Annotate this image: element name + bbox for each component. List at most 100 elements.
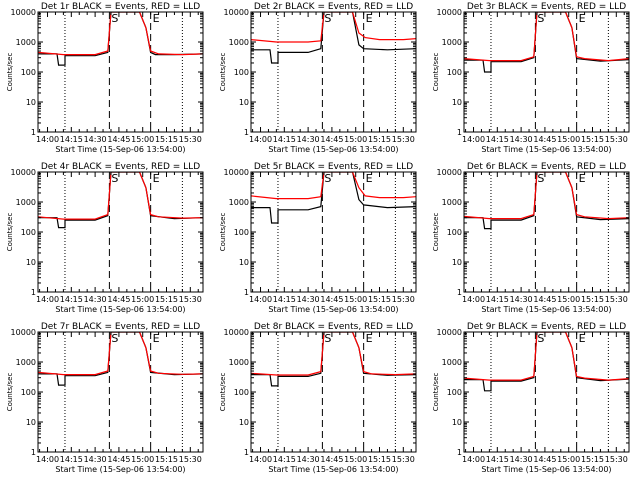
y-tick-label: 1000: [16, 38, 36, 47]
y-tick-label: 100: [447, 388, 462, 397]
panel-title: Det 5r BLACK = Events, RED = LLD: [254, 162, 413, 172]
y-tick-label: 1: [244, 288, 249, 297]
series-line-events: [38, 172, 203, 229]
panel-title: Det 9r BLACK = Events, RED = LLD: [467, 322, 626, 332]
x-tick-label: 15:15: [368, 455, 391, 464]
y-axis-label: Counts/sec: [432, 213, 440, 252]
x-tick-label: 14:00: [36, 455, 59, 464]
y-tick-label: 10000: [437, 8, 462, 17]
marker-letter-e: E: [153, 332, 160, 345]
x-tick-label: 15:15: [155, 295, 178, 304]
x-axis-label: Start Time (15-Sep-06 13:54:00): [55, 465, 185, 474]
x-tick-label: 14:45: [320, 135, 343, 144]
marker-letter-s: S: [324, 12, 331, 25]
marker-letter-e: E: [579, 12, 586, 25]
axes-frame: [37, 331, 204, 453]
marker-letter-s: S: [111, 12, 118, 25]
y-tick-label: 1: [457, 288, 462, 297]
y-axis-label: Counts/sec: [6, 53, 14, 92]
axes-frame: [463, 331, 630, 453]
marker-letter-s: S: [537, 332, 544, 345]
series-line-lld: [251, 12, 416, 43]
plot-area: [464, 12, 629, 132]
plot-area: [38, 332, 203, 452]
x-tick-label: 14:15: [273, 455, 296, 464]
x-axis-label: Start Time (15-Sep-06 13:54:00): [55, 305, 185, 314]
y-tick-label: 10000: [224, 328, 249, 337]
y-tick-label: 100: [21, 228, 36, 237]
x-axis-label: Start Time (15-Sep-06 13:54:00): [55, 145, 185, 154]
y-tick-label: 10: [452, 258, 462, 267]
x-axis-label: Start Time (15-Sep-06 13:54:00): [268, 305, 398, 314]
y-tick-label: 1000: [442, 198, 462, 207]
marker-letter-e: E: [153, 12, 160, 25]
y-tick-label: 100: [234, 68, 249, 77]
x-tick-label: 14:45: [320, 455, 343, 464]
series-line-lld: [464, 172, 629, 220]
marker-letter-e: E: [366, 332, 373, 345]
x-tick-label: 14:45: [107, 295, 130, 304]
series-line-lld: [38, 12, 203, 56]
x-tick-label: 15:15: [581, 455, 604, 464]
plot-area: [38, 172, 203, 292]
x-axis-label: Start Time (15-Sep-06 13:54:00): [268, 145, 398, 154]
plot-area: [251, 12, 416, 132]
y-tick-label: 100: [234, 228, 249, 237]
x-tick-label: 14:15: [60, 455, 83, 464]
x-tick-label: 14:15: [273, 295, 296, 304]
y-tick-label: 1: [31, 448, 36, 457]
marker-letter-s: S: [111, 332, 118, 345]
x-tick-label: 15:15: [368, 135, 391, 144]
y-tick-label: 100: [21, 68, 36, 77]
y-tick-label: 10000: [224, 8, 249, 17]
x-tick-label: 14:45: [533, 455, 556, 464]
x-tick-label: 14:00: [462, 455, 485, 464]
series-line-lld: [38, 332, 203, 376]
plot-area: [251, 172, 416, 292]
series-line-events: [464, 172, 629, 230]
series-line-events: [38, 332, 203, 386]
x-tick-label: 14:45: [533, 135, 556, 144]
panel-title: Det 7r BLACK = Events, RED = LLD: [41, 322, 200, 332]
series-line-events: [251, 332, 416, 387]
x-tick-label: 14:00: [36, 135, 59, 144]
y-tick-label: 10000: [11, 8, 36, 17]
marker-letter-s: S: [111, 172, 118, 185]
panel-title: Det 4r BLACK = Events, RED = LLD: [41, 162, 200, 172]
x-tick-label: 15:00: [344, 295, 367, 304]
x-tick-label: 15:15: [581, 295, 604, 304]
x-tick-label: 15:30: [392, 455, 415, 464]
x-tick-label: 15:30: [605, 135, 628, 144]
y-tick-label: 100: [447, 228, 462, 237]
x-tick-label: 15:00: [131, 455, 154, 464]
series-line-events: [251, 12, 416, 64]
y-tick-label: 1000: [442, 38, 462, 47]
axes-frame: [250, 331, 417, 453]
y-tick-label: 10000: [11, 328, 36, 337]
marker-letter-e: E: [579, 172, 586, 185]
y-tick-label: 1: [457, 448, 462, 457]
x-tick-label: 15:30: [605, 455, 628, 464]
y-tick-label: 1000: [16, 358, 36, 367]
x-tick-label: 14:15: [60, 135, 83, 144]
marker-letter-s: S: [324, 332, 331, 345]
y-tick-label: 10: [452, 418, 462, 427]
y-tick-label: 10: [26, 418, 36, 427]
x-tick-label: 15:30: [392, 295, 415, 304]
y-tick-label: 10000: [437, 328, 462, 337]
x-tick-label: 14:45: [107, 455, 130, 464]
x-axis-label: Start Time (15-Sep-06 13:54:00): [481, 305, 611, 314]
marker-letter-s: S: [324, 172, 331, 185]
y-tick-label: 1000: [442, 358, 462, 367]
plot-area: [38, 12, 203, 132]
x-tick-label: 14:30: [84, 295, 107, 304]
x-tick-label: 14:30: [84, 135, 107, 144]
plot-area: [251, 332, 416, 452]
y-tick-label: 100: [447, 68, 462, 77]
x-axis-label: Start Time (15-Sep-06 13:54:00): [481, 145, 611, 154]
